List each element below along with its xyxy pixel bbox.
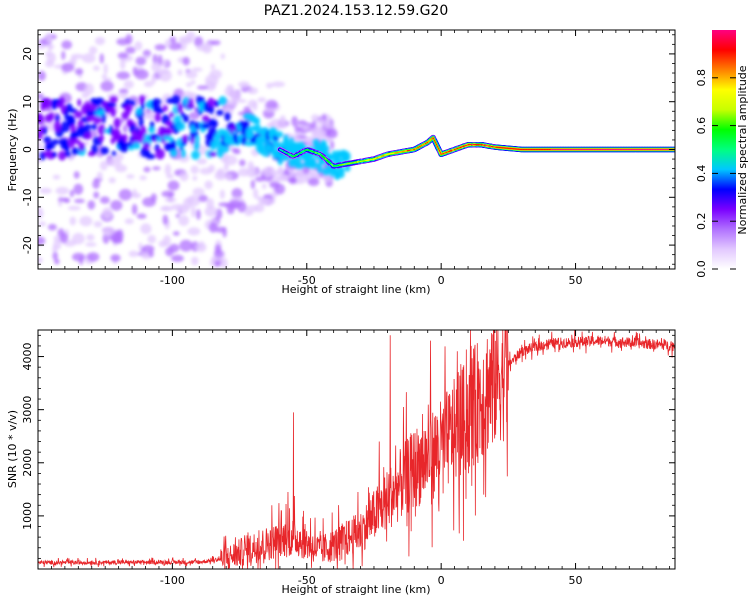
colorbar-label: Normalized spectral amplitude [736, 65, 749, 234]
colorbar-bar [712, 30, 736, 269]
colorbar-ticks: 0.0 0.2 0.4 0.6 0.8 [695, 69, 736, 278]
snr-ytick-label: 1000 [21, 502, 34, 530]
spectrogram-xlabel: Height of straight line (km) [281, 283, 430, 296]
spectrogram-frame [37, 29, 676, 270]
spectrogram-xtick-label: -100 [160, 274, 185, 287]
spectrogram-xtick-label: 0 [438, 274, 445, 287]
snr-xlabel: Height of straight line (km) [281, 583, 430, 596]
snr-ylabel: SNR (10 * v/v) [6, 410, 19, 488]
colorbar-tick-label: 0.8 [695, 69, 708, 87]
spectrogram-ylabel: Frequency (Hz) [6, 109, 19, 192]
colorbar-tick-label: 0.0 [695, 260, 708, 278]
snr-xtick-label: -50 [298, 574, 316, 587]
colorbar-tick-label: 0.4 [695, 165, 708, 183]
spectrogram-ytick-label: -10 [21, 188, 34, 206]
spectrogram-signal-band [38, 95, 351, 181]
spectrogram-xtick-label: -50 [298, 274, 316, 287]
snr-series-line [38, 330, 675, 569]
snr-ytick-label: 4000 [21, 343, 34, 371]
spectrogram-background-energy [38, 31, 338, 269]
snr-ytick-label: 2000 [21, 449, 34, 477]
snr-ytick-label: 3000 [21, 396, 34, 424]
spectrogram-ytick-label: 20 [21, 47, 34, 61]
snr-xtick-label: 50 [569, 574, 583, 587]
colorbar: 0.0 0.2 0.4 0.6 0.8 Normalized spectral ampl… [695, 30, 749, 278]
snr-panel: -100 -50 0 50 1000 2000 3000 4000 Height of str… [6, 329, 676, 596]
colorbar-tick-label: 0.2 [695, 212, 708, 230]
spectrogram-coherent-line [277, 134, 675, 169]
spectrogram-heatmap [38, 31, 675, 269]
figure-title: PAZ1.2024.153.12.59.G20 [264, 3, 449, 19]
colorbar-tick-label: 0.6 [695, 117, 708, 135]
spectrogram-ytick-label: 0 [21, 146, 34, 153]
spectrogram-ytick-label: 10 [21, 95, 34, 109]
snr-xtick-label: 0 [438, 574, 445, 587]
spectrogram-xtick-label: 50 [569, 274, 583, 287]
snr-frame [37, 329, 676, 570]
spectrogram-ytick-label: -20 [21, 236, 34, 254]
snr-xtick-label: -100 [160, 574, 185, 587]
